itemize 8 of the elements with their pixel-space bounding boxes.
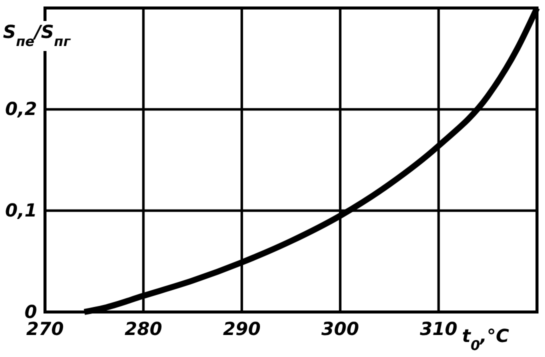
x-axis-title: t$_{0}$,°C xyxy=(462,326,510,354)
x-tick-label: 300 xyxy=(321,318,359,340)
y-tick-label: 0,2 xyxy=(5,99,37,120)
y-axis-title: S$_{пе}$/S$_{пг}$ xyxy=(3,22,72,50)
x-tick-label: 310 xyxy=(420,318,458,340)
x-tick-label: 290 xyxy=(223,318,261,340)
x-tick-label: 280 xyxy=(124,318,162,340)
y-tick-label: 0,1 xyxy=(5,200,37,222)
